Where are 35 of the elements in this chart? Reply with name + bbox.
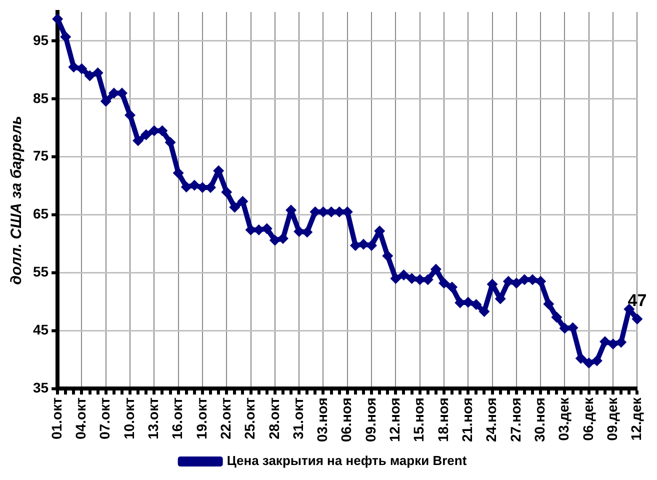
x-tick-label: 10.окт xyxy=(120,397,137,440)
x-tick-label: 18.ноя xyxy=(434,398,451,442)
x-tick-label: 04.окт xyxy=(72,397,89,440)
x-tick-label: 19.окт xyxy=(193,397,210,440)
y-tick-label: 95 xyxy=(32,32,49,48)
x-tick-label: 06.ноя xyxy=(338,398,354,442)
y-tick-label: 65 xyxy=(32,206,49,222)
data-label: 47 xyxy=(628,291,647,310)
x-tick-label: 07.окт xyxy=(96,397,113,440)
x-tick-label: 28.окт xyxy=(266,397,282,440)
x-tick-label: 22.окт xyxy=(217,397,234,440)
x-tick-label: 03.ноя xyxy=(314,398,330,442)
x-tick-label: 16.окт xyxy=(169,397,186,440)
x-tick-label: 12.дек xyxy=(628,396,644,441)
x-tick-label: 09.ноя xyxy=(362,398,378,442)
x-tick-label: 01.окт xyxy=(48,397,64,440)
x-tick-label: 21.ноя xyxy=(459,398,475,442)
x-tick-label: 27.ноя xyxy=(507,398,524,442)
x-tick-label: 13.окт xyxy=(145,397,162,440)
y-tick-label: 55 xyxy=(32,264,49,280)
x-tick-label: 15.ноя xyxy=(410,398,427,442)
y-axis-title: долл. США за баррель xyxy=(8,116,26,285)
legend-label: Цена закрытия на нефть марки Brent xyxy=(226,453,468,468)
x-tick-label: 12.ноя xyxy=(386,398,403,442)
x-tick-label: 03.дек xyxy=(556,396,572,441)
y-tick-label: 35 xyxy=(32,379,49,396)
y-tick-label: 45 xyxy=(32,321,49,338)
y-tick-label: 85 xyxy=(32,90,49,106)
x-tick-label: 31.окт xyxy=(290,397,306,440)
x-tick-label: 06.дек xyxy=(580,396,596,441)
y-tick-label: 75 xyxy=(32,148,49,164)
x-tick-label: 24.ноя xyxy=(483,398,500,442)
x-tick-label: 30.ноя xyxy=(531,398,548,442)
x-tick-label: 09.дек xyxy=(604,396,620,441)
x-tick-label: 25.окт xyxy=(242,397,258,440)
